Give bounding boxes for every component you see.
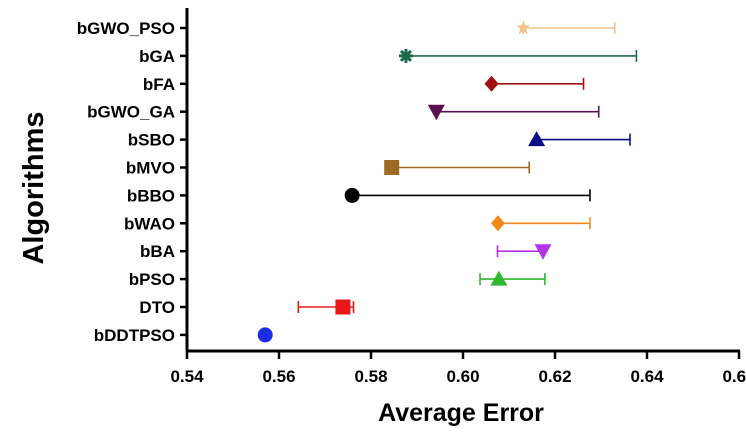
y-tick-label-bgwo-pso: bGWO_PSO bbox=[77, 19, 175, 38]
x-tick-label-0: 0.54 bbox=[170, 367, 204, 386]
point-bbbo bbox=[344, 187, 360, 203]
y-tick-label-bfa: bFA bbox=[143, 75, 175, 94]
plot-area bbox=[257, 20, 638, 343]
point-bgwo-pso bbox=[516, 20, 531, 35]
point-bfa-shape bbox=[484, 75, 499, 92]
point-bwao-shape bbox=[490, 215, 505, 232]
point-bga-spoke-3 bbox=[399, 49, 412, 62]
point-bga bbox=[398, 48, 413, 63]
point-bddtpso-shape bbox=[257, 327, 273, 343]
x-tick-label-4: 0.62 bbox=[538, 367, 571, 386]
y-tick-label-bsbo: bSBO bbox=[128, 131, 175, 150]
point-bpso bbox=[490, 270, 508, 286]
point-dto bbox=[335, 299, 351, 315]
x-axis-title: Average Error bbox=[378, 399, 544, 427]
x-tick-label-5: 0.64 bbox=[630, 367, 664, 386]
y-tick-label-bmvo: bMVO bbox=[126, 159, 175, 178]
point-bmvo bbox=[384, 160, 400, 175]
point-bgwo-pso-shape bbox=[516, 20, 531, 35]
x-tick-label-3: 0.60 bbox=[446, 367, 479, 386]
x-tick-label-2: 0.58 bbox=[354, 367, 387, 386]
point-bfa bbox=[484, 75, 499, 92]
axes: 0.54 0.56 0.58 0.60 0.62 0.64 0.66 bGWO_PSO bGA b… bbox=[77, 8, 746, 386]
y-tick-label-bddtpso: bDDTPSO bbox=[94, 326, 175, 345]
x-tick-label-6: 0.66 bbox=[722, 367, 746, 386]
point-dto-shape bbox=[335, 299, 351, 315]
y-tick-label-bgwo-ga: bGWO_GA bbox=[87, 103, 175, 122]
point-bba-shape bbox=[534, 244, 552, 260]
point-bgwo-ga-shape bbox=[427, 104, 445, 121]
y-tick-label-bba: bBA bbox=[140, 242, 175, 261]
y-tick-label-dto: DTO bbox=[139, 298, 175, 317]
point-bpso-shape bbox=[490, 270, 508, 286]
point-bddtpso bbox=[257, 327, 273, 343]
y-tick-label-bga: bGA bbox=[139, 47, 175, 66]
y-axis-title: Algorithms bbox=[18, 111, 50, 264]
point-bgwo-ga bbox=[427, 104, 445, 121]
y-tick-label-bwao: bWAO bbox=[124, 214, 175, 233]
x-tick-label-1: 0.56 bbox=[262, 367, 295, 386]
point-bsbo-shape bbox=[528, 131, 546, 147]
point-bmvo-shape bbox=[384, 160, 400, 175]
y-tick-label-bpso: bPSO bbox=[129, 270, 175, 289]
point-bsbo bbox=[528, 131, 546, 147]
point-bba bbox=[534, 244, 552, 260]
y-tick-label-bbbo: bBBO bbox=[127, 186, 175, 205]
point-bbbo-shape bbox=[344, 187, 360, 203]
point-bwao bbox=[490, 215, 505, 232]
